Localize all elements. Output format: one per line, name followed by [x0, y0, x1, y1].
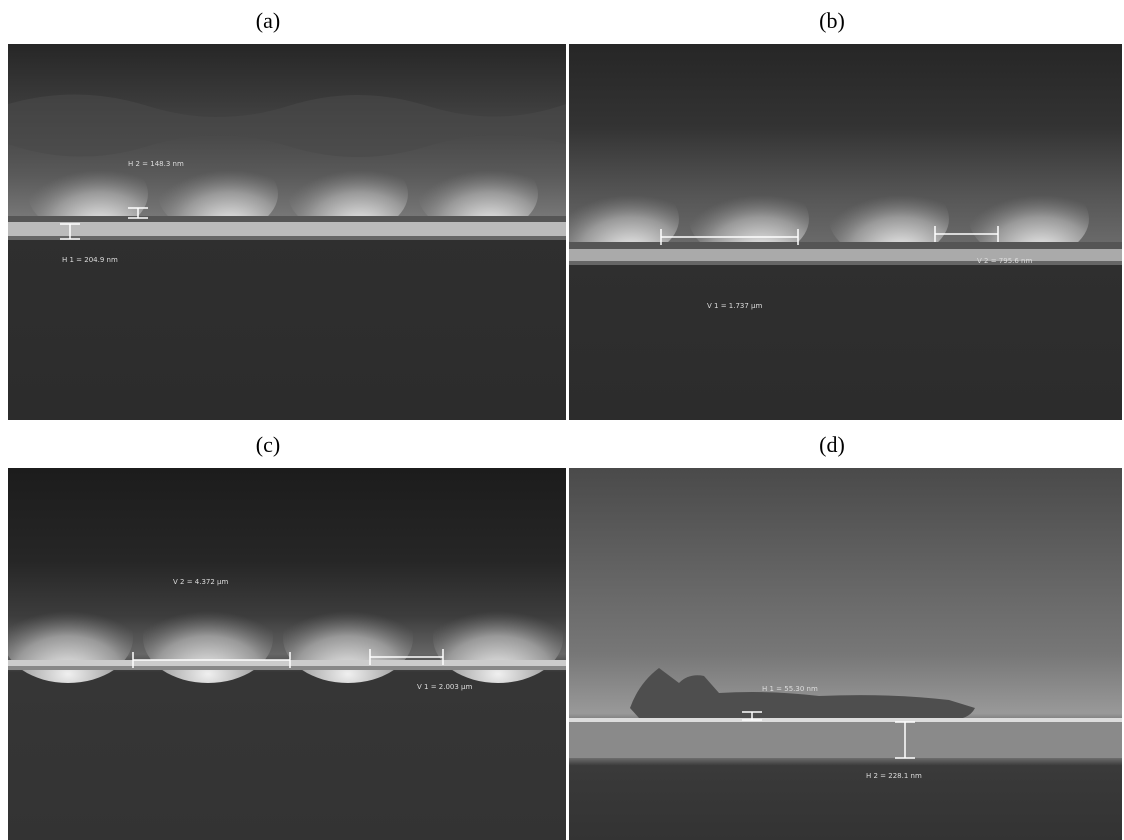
panel-label: (b): [782, 8, 882, 34]
measurement-label: H 2 = 148.3 nm: [128, 160, 184, 168]
measurement-label: V 2 = 4.372 µm: [173, 578, 229, 586]
measurement-label: H 1 = 55.30 nm: [762, 685, 818, 693]
figure: (a) (b) (c) (d) H 2 = 148.3 nm H 1 = 204…: [0, 0, 1124, 840]
measurement-label: V 2 = 795.6 nm: [977, 257, 1032, 265]
panel-label: (c): [218, 432, 318, 458]
measurement-label: V 1 = 1.737 µm: [707, 302, 763, 310]
measurement-label: H 2 = 228.1 nm: [866, 772, 922, 780]
sem-image: V 2 = 4.372 µm V 1 = 2.003 µm: [8, 468, 566, 840]
panel-label: (a): [218, 8, 318, 34]
measurement-label: V 1 = 2.003 µm: [417, 683, 473, 691]
sem-image: H 2 = 148.3 nm H 1 = 204.9 nm: [8, 44, 566, 420]
panel-label: (d): [782, 432, 882, 458]
measurement-label: H 1 = 204.9 nm: [62, 256, 118, 264]
sem-image: V 2 = 795.6 nm V 1 = 1.737 µm: [569, 44, 1122, 420]
sem-image: H 1 = 55.30 nm H 2 = 228.1 nm: [569, 468, 1122, 840]
